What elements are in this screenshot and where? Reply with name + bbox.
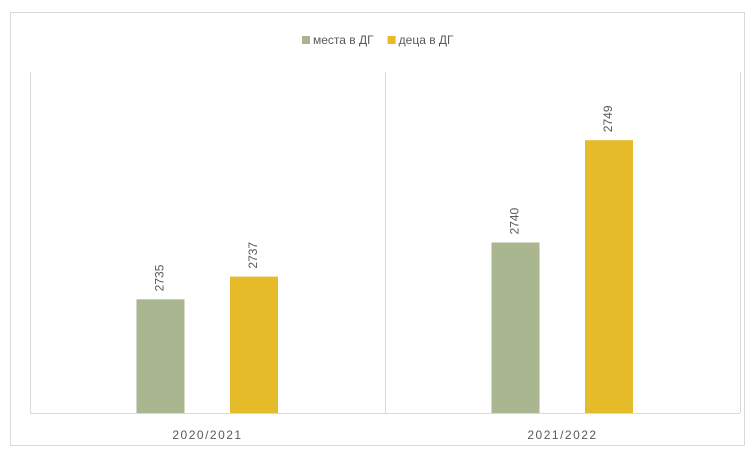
legend: места в ДГ деца в ДГ bbox=[302, 33, 454, 47]
value-label: 2749 bbox=[601, 105, 615, 132]
x-tick-label: 2021/2022 bbox=[527, 428, 597, 442]
bar bbox=[585, 140, 633, 413]
legend-swatch bbox=[302, 36, 310, 44]
bar bbox=[136, 299, 185, 413]
x-tick-label: 2020/2021 bbox=[172, 428, 242, 442]
bar bbox=[230, 276, 278, 413]
value-label: 2740 bbox=[508, 207, 522, 234]
legend-label: места в ДГ bbox=[313, 33, 374, 47]
chart-frame bbox=[10, 12, 745, 446]
bar bbox=[491, 242, 540, 413]
legend-swatch bbox=[387, 36, 396, 44]
legend-label: деца в ДГ bbox=[399, 33, 454, 47]
value-label: 2735 bbox=[153, 264, 167, 291]
value-label: 2737 bbox=[246, 242, 260, 269]
